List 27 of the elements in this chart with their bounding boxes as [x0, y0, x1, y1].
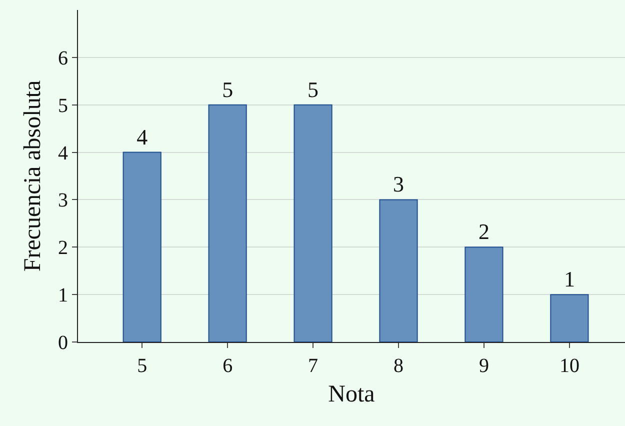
y-axis-title: Frecuencia absoluta: [20, 80, 46, 272]
x-tick-label: 7: [308, 355, 318, 377]
y-tick-label: 6: [58, 47, 68, 70]
bar: [294, 104, 332, 342]
data-label: 5: [222, 76, 234, 102]
x-tick-label: 9: [478, 355, 489, 377]
data-label: 5: [308, 76, 319, 102]
y-tick-label: 5: [58, 94, 68, 117]
bar: [550, 294, 589, 342]
bar: [208, 104, 247, 342]
y-tick-label: 2: [58, 237, 68, 260]
bar: [379, 199, 418, 342]
data-label: 1: [564, 266, 575, 292]
bar: [122, 152, 162, 342]
x-tick-label: 10: [559, 355, 580, 377]
bar: [464, 246, 504, 342]
x-tick-label: 8: [394, 355, 404, 377]
x-tick-label: 6: [222, 355, 233, 377]
y-tick-label: 1: [58, 284, 68, 307]
data-label: 3: [393, 172, 404, 197]
y-tick-label: 4: [58, 142, 68, 164]
x-tick-label: 5: [137, 355, 148, 377]
y-tick-label: 0: [58, 332, 68, 354]
y-tick-label: 3: [58, 190, 68, 212]
x-axis-title: Nota: [328, 381, 376, 408]
data-label: 2: [478, 219, 490, 244]
data-label: 4: [136, 124, 148, 150]
